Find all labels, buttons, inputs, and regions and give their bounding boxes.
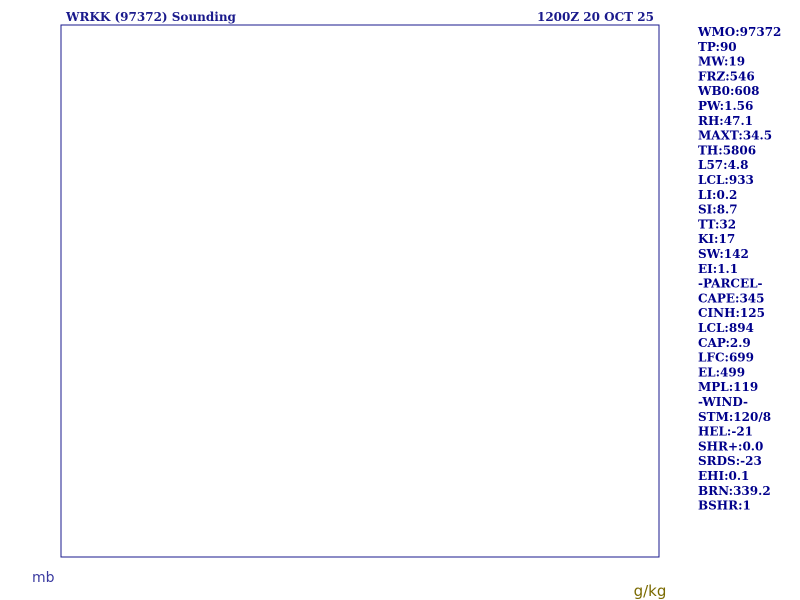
index-item: EL:499: [698, 365, 745, 379]
index-item: FRZ:546: [698, 69, 755, 83]
chart-time: 1200Z 20 OCT 25: [537, 10, 654, 24]
index-item: SW:142: [698, 247, 749, 261]
index-item: LFC:699: [698, 351, 754, 365]
index-item: TT:32: [698, 217, 736, 231]
index-item: SI:8.7: [698, 203, 738, 217]
pressure-unit-label: mb: [32, 570, 55, 586]
mixing-ratio-unit-label: g/kg: [634, 582, 667, 600]
index-item: KI:17: [698, 232, 735, 246]
index-item: CAPE:345: [698, 291, 765, 305]
index-item: WB0:608: [697, 84, 759, 98]
plot-frame: [60, 24, 660, 558]
index-item: WMO:97372: [697, 25, 781, 39]
index-item: LCL:933: [698, 173, 754, 187]
index-item: BSHR:1: [698, 499, 751, 513]
background-grid: [60, 24, 660, 558]
index-item: -PARCEL-: [698, 277, 763, 291]
index-item: CINH:125: [698, 306, 765, 320]
index-item: EI:1.1: [698, 262, 738, 276]
chart-title: WRKK (97372) Sounding: [65, 10, 237, 24]
index-item: RH:47.1: [698, 114, 753, 128]
indices-panel: WMO:97372TP:90MW:19FRZ:546WB0:608PW:1.56…: [697, 25, 781, 513]
index-item: SRDS:-23: [698, 454, 762, 468]
index-item: L57:4.8: [698, 158, 748, 172]
index-item: TP:90: [698, 40, 737, 54]
index-item: LI:0.2: [698, 188, 737, 202]
index-item: SHR+:0.0: [698, 439, 763, 453]
index-item: MW:19: [698, 55, 745, 69]
index-item: MPL:119: [698, 380, 758, 394]
index-item: BRN:339.2: [698, 484, 771, 498]
index-item: CAP:2.9: [698, 336, 751, 350]
index-item: PW:1.56: [698, 99, 753, 113]
index-item: MAXT:34.5: [698, 129, 772, 143]
index-item: STM:120/8: [698, 410, 771, 424]
axis-labels: 100090080070060050040030020010064 m521 m…: [32, 570, 667, 600]
index-item: LCL:894: [698, 321, 754, 335]
index-item: TH:5806: [698, 143, 756, 157]
index-item: -WIND-: [698, 395, 748, 409]
index-item: EHI:0.1: [698, 469, 749, 483]
index-item: HEL:-21: [698, 425, 753, 439]
